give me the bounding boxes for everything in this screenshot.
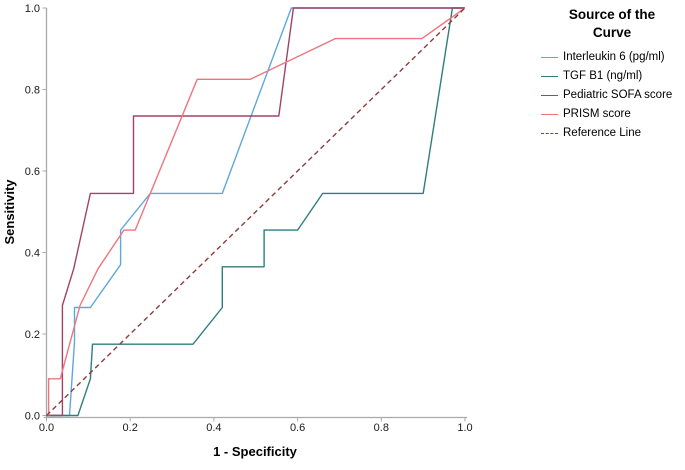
roc-curves <box>46 7 466 417</box>
legend-label-reference: Reference Line <box>563 127 641 140</box>
x-tick-label: 1.0 <box>457 422 472 434</box>
legend-swatch-reference <box>541 132 558 134</box>
legend-item-list: Interleukin 6 (pg/ml) TGF B1 (ng/ml) Pedia… <box>541 51 683 139</box>
legend-label-sofa: Pediatric SOFA score <box>563 89 673 102</box>
legend-item-tgfb1: TGF B1 (ng/ml) <box>541 70 683 82</box>
legend-swatch-sofa <box>541 94 558 96</box>
y-tick-label: 0.6 <box>25 166 40 178</box>
legend-title: Source of the Curve <box>568 7 656 40</box>
roc-curve-interleukin6 <box>46 7 465 417</box>
legend-swatch-prism <box>541 113 558 115</box>
legend-label-tgfb1: TGF B1 (ng/ml) <box>563 70 643 83</box>
x-tick-label: 0.2 <box>123 422 138 434</box>
y-tick-label: 1.0 <box>25 3 40 15</box>
legend-label-prism: PRISM score <box>563 108 631 121</box>
legend-item-reference: Reference Line <box>541 127 683 139</box>
roc-curve-reference <box>46 7 466 417</box>
legend-label-interleukin6: Interleukin 6 (pg/ml) <box>563 51 665 64</box>
x-tick-label: 0.8 <box>374 422 389 434</box>
legend-swatch-tgfb1 <box>541 75 558 77</box>
legend: Source of the Curve Interleukin 6 (pg/ml… <box>541 6 683 146</box>
y-tick-label: 0.4 <box>25 248 40 260</box>
y-tick-label: 0.8 <box>25 85 40 97</box>
y-tick-label: 0.2 <box>25 329 40 341</box>
x-tick-label: 0.4 <box>206 422 221 434</box>
x-tick-label: 0.6 <box>290 422 305 434</box>
y-tick-label: 0.0 <box>25 411 40 423</box>
y-axis-title: Sensitivity <box>2 179 17 245</box>
legend-item-interleukin6: Interleukin 6 (pg/ml) <box>541 51 683 63</box>
legend-item-prism: PRISM score <box>541 108 683 120</box>
x-axis-title: 1 - Specificity <box>213 444 298 459</box>
legend-item-sofa: Pediatric SOFA score <box>541 89 683 101</box>
x-tick-label: 0.0 <box>39 422 54 434</box>
roc-curve-prism <box>47 7 466 416</box>
legend-swatch-interleukin6 <box>541 56 558 58</box>
axis-ticks: 0.0 0.2 0.4 0.6 0.8 1.0 0.0 0.2 0.4 0.6 0.8 1.0 <box>25 3 473 434</box>
